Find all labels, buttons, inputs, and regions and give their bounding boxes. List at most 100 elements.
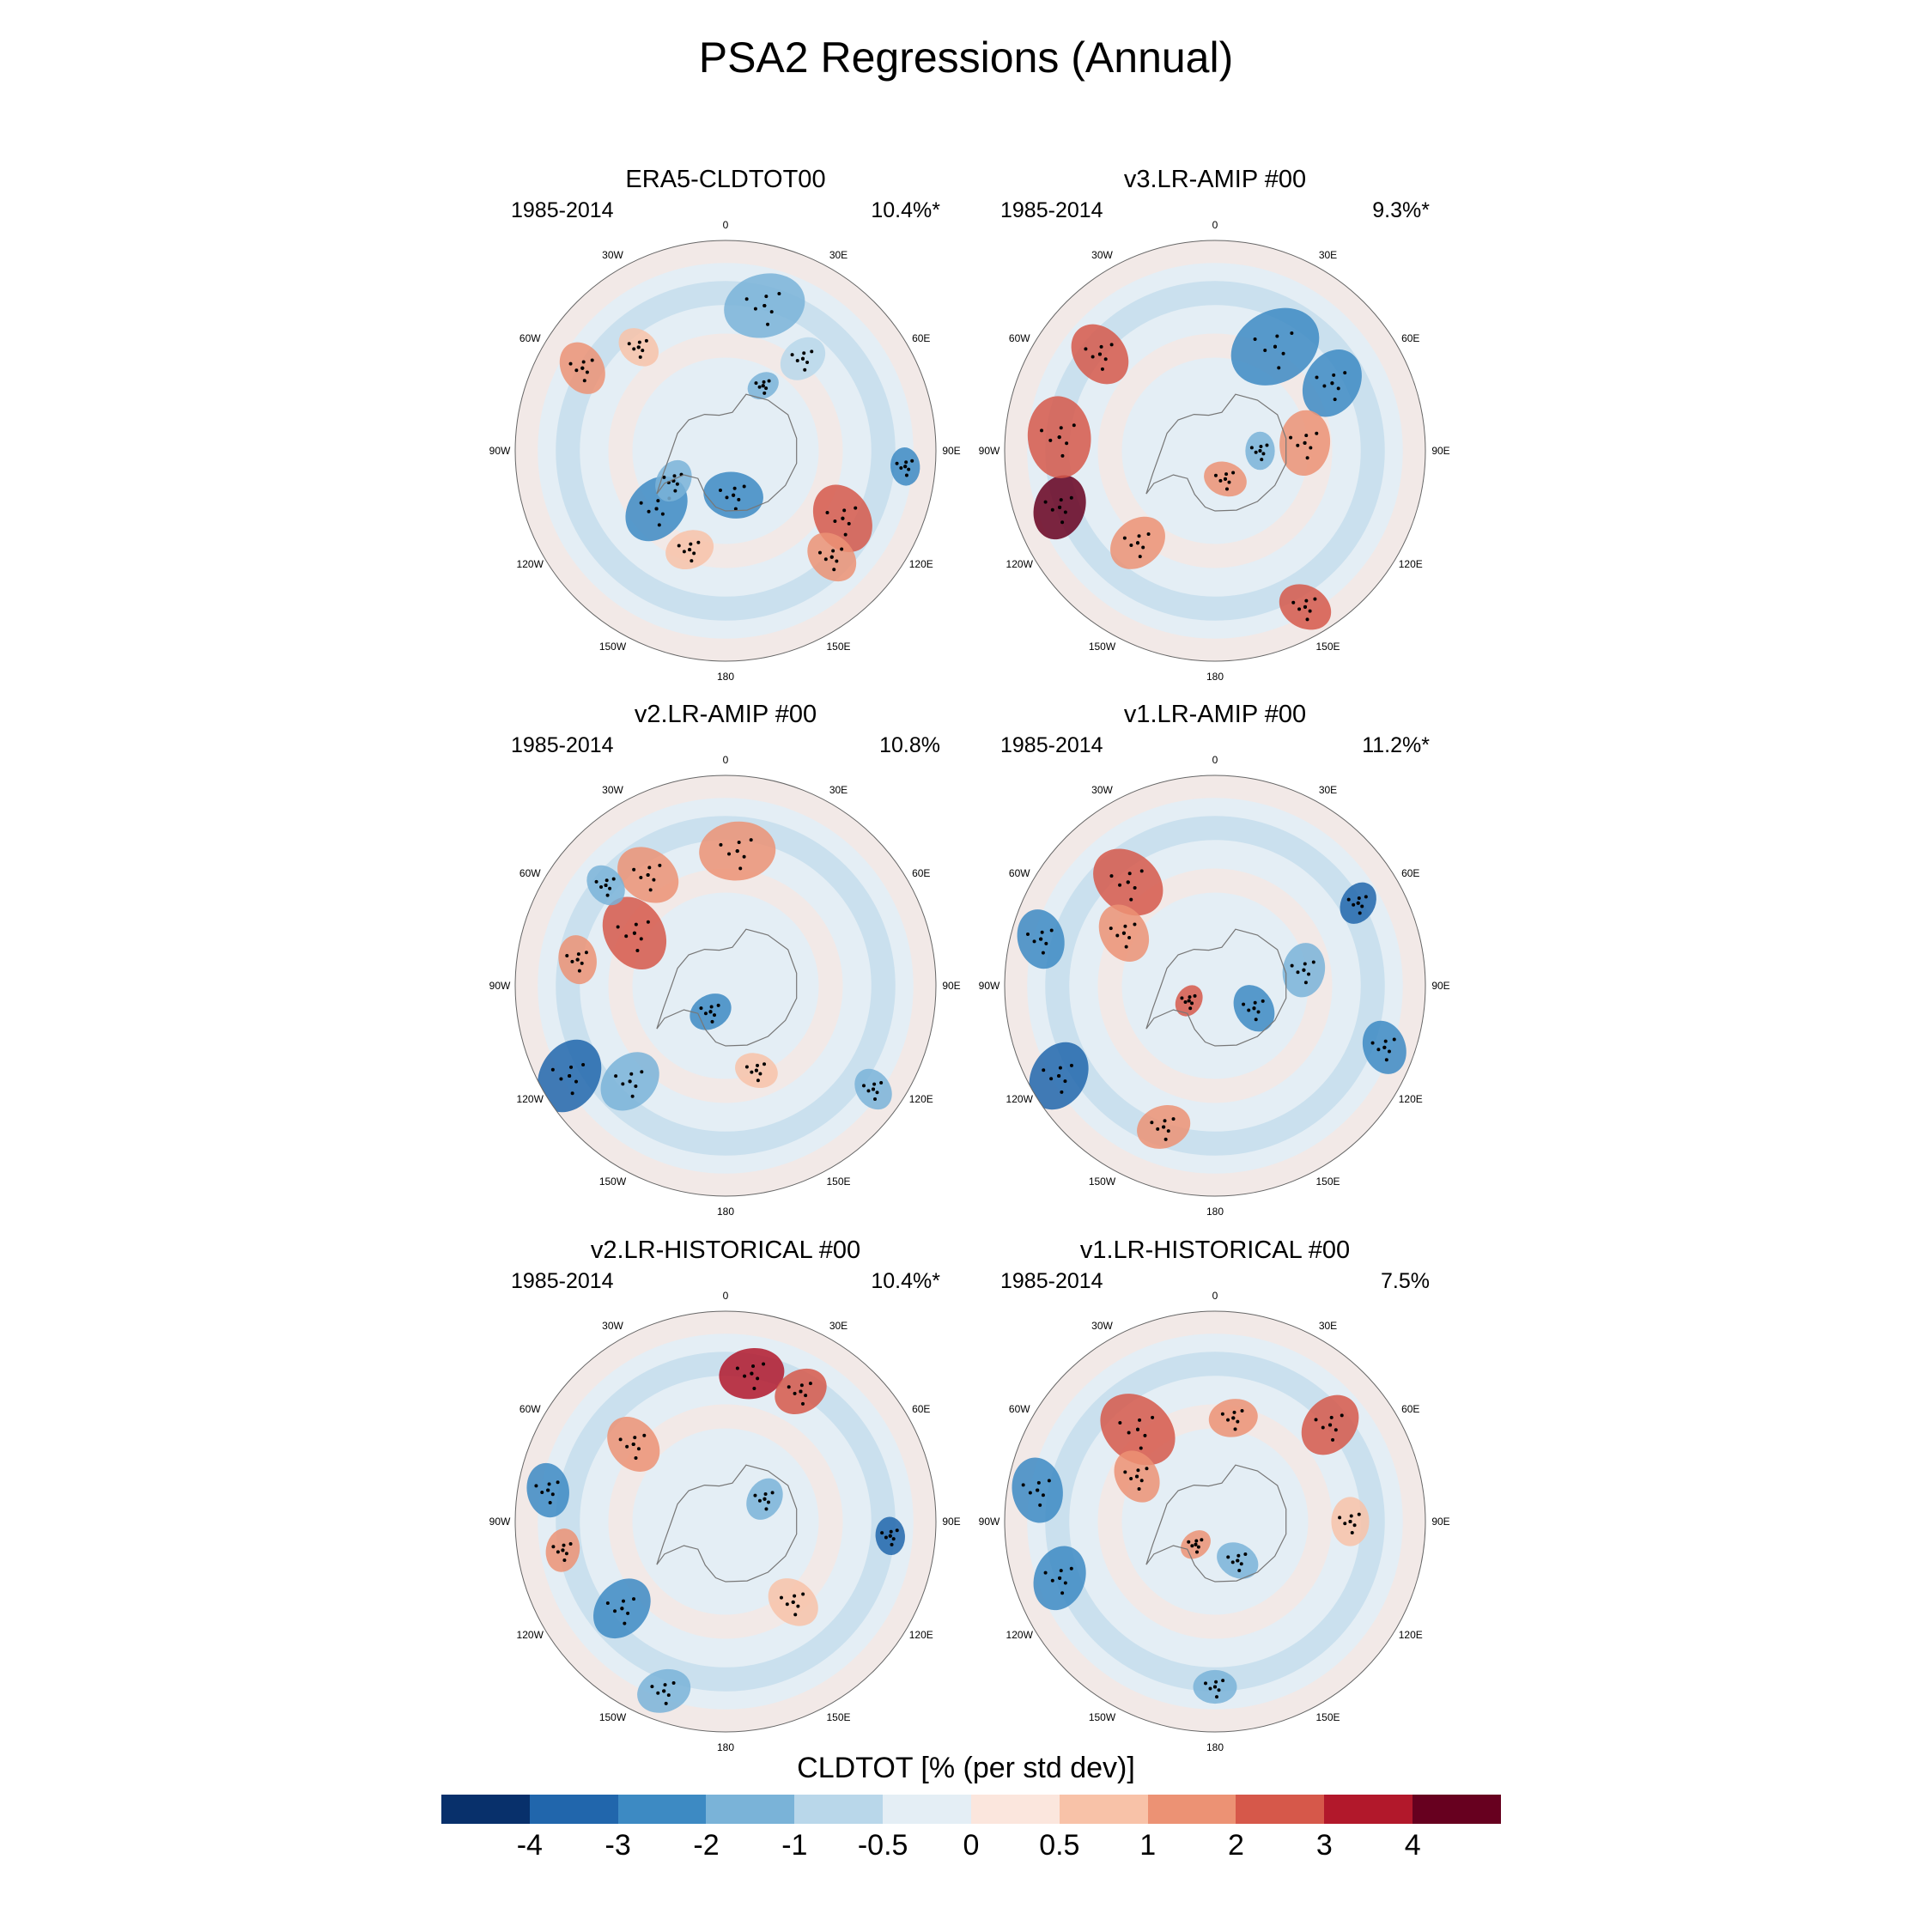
significance-dot: [1331, 1437, 1335, 1442]
longitude-label: 150E: [1315, 1175, 1340, 1188]
significance-dot: [1290, 963, 1294, 968]
significance-dot: [1171, 1117, 1176, 1121]
significance-dot: [640, 1070, 644, 1074]
significance-dot: [1039, 937, 1043, 941]
significance-dot: [639, 501, 643, 505]
significance-dot: [1195, 1550, 1200, 1554]
significance-dot: [758, 1072, 762, 1076]
significance-dot: [556, 1550, 560, 1554]
significance-dot: [1321, 1425, 1325, 1430]
colorbar-box: [617, 1795, 707, 1824]
longitude-label: 120E: [908, 557, 933, 570]
longitude-label: 60E: [1401, 1402, 1420, 1415]
significance-dot: [907, 467, 911, 471]
significance-dot: [656, 499, 660, 503]
longitude-label: 180: [1206, 1741, 1224, 1753]
significance-dot: [735, 849, 739, 854]
significance-dot: [641, 349, 645, 353]
significance-dot: [1281, 351, 1285, 355]
longitude-label: 60W: [519, 866, 541, 879]
significance-dot: [688, 548, 692, 552]
significance-dot: [663, 1683, 667, 1687]
figure-title: PSA2 Regressions (Annual): [698, 33, 1234, 82]
field-band: [515, 240, 936, 661]
significance-dot: [799, 1383, 804, 1388]
significance-dot: [559, 1077, 563, 1081]
significance-dot: [891, 1537, 896, 1541]
polar-map: [514, 240, 937, 662]
significance-dot: [1139, 1446, 1143, 1450]
panel-period: 1985-2014: [1000, 198, 1103, 222]
significance-dot: [757, 385, 762, 389]
significance-dot: [585, 370, 589, 374]
significance-dot: [561, 1548, 565, 1552]
longitude-label: 60W: [1008, 1402, 1030, 1415]
significance-dot: [647, 509, 651, 513]
significance-dot: [872, 1087, 876, 1091]
significance-dot: [1357, 1512, 1361, 1516]
significance-dot: [1338, 1516, 1342, 1520]
significance-dot: [1315, 375, 1319, 380]
significance-dot: [1302, 968, 1306, 972]
longitude-label: 90W: [489, 1516, 511, 1528]
map-rim: [1004, 240, 1426, 662]
significance-dot: [703, 1012, 708, 1016]
significance-dot: [1156, 1127, 1160, 1131]
significance-dot: [634, 922, 638, 927]
significance-dot: [556, 1480, 560, 1485]
panel-title: v3.LR-AMIP #00: [1123, 166, 1307, 193]
significance-dot: [540, 1490, 544, 1494]
significance-dot: [1297, 607, 1302, 611]
significance-dot: [1127, 872, 1132, 876]
significance-dot: [1249, 446, 1254, 450]
significance-dot: [725, 495, 729, 500]
significance-dot: [793, 1594, 797, 1598]
significance-dot: [764, 1507, 769, 1511]
significance-dot: [1180, 996, 1184, 1000]
significance-dot: [1036, 1480, 1041, 1485]
significance-dot: [1069, 1566, 1073, 1571]
significance-dot: [1213, 1685, 1217, 1689]
significance-dot: [599, 884, 604, 889]
significance-dot: [1305, 456, 1309, 460]
antarctica-coastline: [656, 1464, 798, 1583]
panel-percent: 10.8%: [879, 733, 940, 757]
map-rim: [514, 240, 937, 662]
map-rim: [1004, 775, 1426, 1197]
significance-dot: [690, 559, 694, 563]
significance-dot: [796, 1604, 800, 1608]
significance-dot: [1352, 1523, 1357, 1528]
longitude-label: 60E: [1401, 331, 1420, 344]
significance-dot: [735, 1366, 739, 1370]
longitude-label: 150E: [826, 1175, 851, 1188]
significance-dot: [744, 297, 749, 301]
map-panel-era5: ERA5-CLDTOT00 1985-2014 10.4%* 0 30E 60E 90…: [485, 166, 966, 691]
significance-dot: [763, 1492, 768, 1496]
significance-dot: [1231, 1416, 1236, 1420]
significance-dot: [1021, 1483, 1025, 1487]
significance-dot: [1275, 334, 1279, 338]
significance-dot: [884, 1535, 888, 1540]
longitude-label: 120W: [516, 557, 544, 570]
significance-dot: [605, 878, 609, 883]
significance-dot: [628, 1079, 632, 1084]
significance-dot: [1308, 609, 1312, 613]
significance-dot: [534, 1484, 538, 1488]
significance-dot: [581, 1063, 586, 1067]
significance-dot: [895, 1528, 899, 1533]
significance-dot: [636, 345, 641, 349]
significance-dot: [829, 555, 834, 559]
significance-dot: [756, 1376, 760, 1381]
longitude-label: 90W: [978, 980, 1000, 992]
significance-dot: [1254, 1018, 1258, 1022]
significance-dot: [1058, 505, 1062, 509]
significance-dot: [1346, 897, 1351, 902]
significance-dot: [1063, 1079, 1067, 1084]
significance-dot: [1118, 1421, 1122, 1425]
significance-dot: [791, 1600, 795, 1604]
significance-dot: [1350, 1531, 1354, 1535]
field-band: [1005, 240, 1425, 661]
significance-dot: [1109, 343, 1114, 347]
colorbar-tick-label: -4: [516, 1829, 543, 1862]
significance-dot: [744, 1065, 749, 1069]
